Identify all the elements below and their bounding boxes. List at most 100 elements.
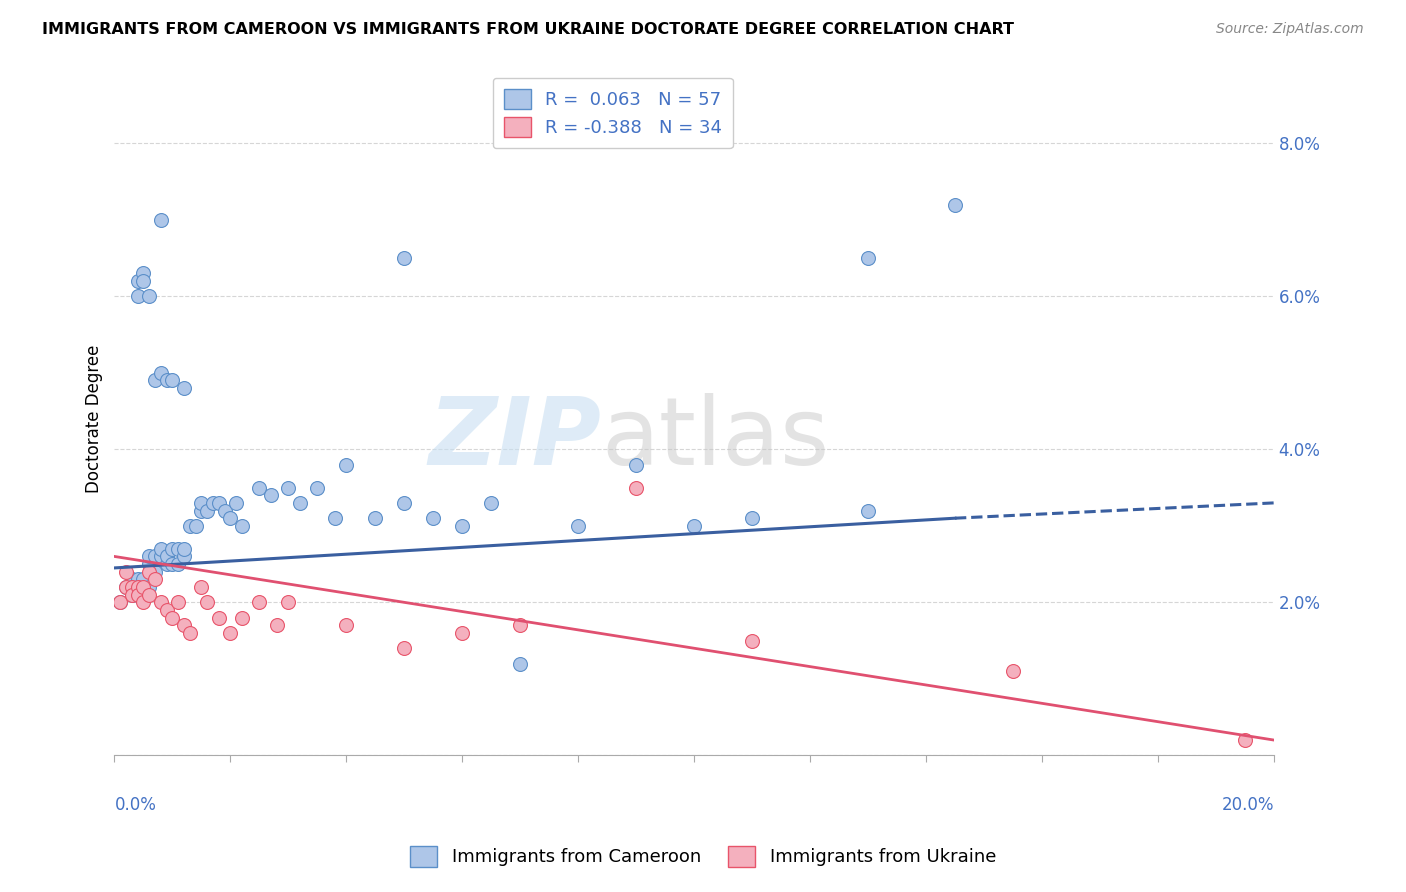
Point	[288, 496, 311, 510]
Point	[683, 519, 706, 533]
Point	[335, 618, 357, 632]
Point	[225, 496, 247, 510]
Point	[277, 595, 299, 609]
Point	[260, 488, 283, 502]
Point	[138, 557, 160, 571]
Point	[394, 641, 416, 656]
Point	[201, 496, 224, 510]
Point	[231, 610, 253, 624]
Point	[127, 588, 149, 602]
Text: ZIP: ZIP	[429, 393, 602, 485]
Point	[162, 541, 184, 556]
Point	[115, 580, 138, 594]
Point	[479, 496, 502, 510]
Point	[127, 580, 149, 594]
Point	[138, 289, 160, 303]
Point	[155, 603, 177, 617]
Point	[149, 541, 172, 556]
Point	[451, 626, 474, 640]
Point	[247, 595, 270, 609]
Point	[143, 549, 166, 564]
Point	[856, 251, 879, 265]
Point	[624, 481, 647, 495]
Point	[143, 374, 166, 388]
Point	[741, 511, 763, 525]
Point	[624, 458, 647, 472]
Legend: R =  0.063   N = 57, R = -0.388   N = 34: R = 0.063 N = 57, R = -0.388 N = 34	[494, 78, 733, 148]
Text: 20.0%: 20.0%	[1222, 796, 1274, 814]
Point	[132, 573, 155, 587]
Point	[394, 496, 416, 510]
Point	[173, 549, 195, 564]
Point	[162, 557, 184, 571]
Point	[167, 541, 190, 556]
Point	[422, 511, 444, 525]
Point	[138, 549, 160, 564]
Point	[451, 519, 474, 533]
Point	[173, 381, 195, 395]
Point	[155, 549, 177, 564]
Point	[115, 565, 138, 579]
Point	[509, 618, 531, 632]
Point	[394, 251, 416, 265]
Point	[115, 580, 138, 594]
Point	[167, 595, 190, 609]
Point	[127, 580, 149, 594]
Point	[1001, 664, 1024, 678]
Point	[127, 588, 149, 602]
Point	[132, 274, 155, 288]
Point	[741, 633, 763, 648]
Point	[132, 580, 155, 594]
Point	[195, 503, 218, 517]
Point	[219, 626, 242, 640]
Point	[179, 626, 201, 640]
Point	[155, 557, 177, 571]
Text: Source: ZipAtlas.com: Source: ZipAtlas.com	[1216, 22, 1364, 37]
Point	[219, 511, 242, 525]
Point	[132, 580, 155, 594]
Point	[138, 565, 160, 579]
Point	[143, 565, 166, 579]
Point	[149, 595, 172, 609]
Point	[509, 657, 531, 671]
Y-axis label: Doctorate Degree: Doctorate Degree	[86, 344, 103, 493]
Point	[173, 618, 195, 632]
Point	[1233, 733, 1256, 747]
Point	[943, 197, 966, 211]
Point	[149, 549, 172, 564]
Point	[121, 588, 143, 602]
Point	[567, 519, 589, 533]
Point	[323, 511, 346, 525]
Point	[121, 573, 143, 587]
Point	[167, 557, 190, 571]
Point	[138, 580, 160, 594]
Point	[127, 274, 149, 288]
Point	[179, 519, 201, 533]
Point	[173, 541, 195, 556]
Point	[149, 212, 172, 227]
Point	[132, 595, 155, 609]
Point	[231, 519, 253, 533]
Point	[127, 573, 149, 587]
Point	[138, 588, 160, 602]
Point	[856, 503, 879, 517]
Point	[162, 374, 184, 388]
Point	[132, 588, 155, 602]
Point	[190, 580, 212, 594]
Point	[127, 289, 149, 303]
Point	[335, 458, 357, 472]
Point	[121, 588, 143, 602]
Point	[214, 503, 236, 517]
Point	[155, 374, 177, 388]
Point	[132, 267, 155, 281]
Point	[277, 481, 299, 495]
Point	[121, 580, 143, 594]
Point	[266, 618, 288, 632]
Point	[184, 519, 207, 533]
Text: IMMIGRANTS FROM CAMEROON VS IMMIGRANTS FROM UKRAINE DOCTORATE DEGREE CORRELATION: IMMIGRANTS FROM CAMEROON VS IMMIGRANTS F…	[42, 22, 1014, 37]
Point	[190, 503, 212, 517]
Point	[108, 595, 131, 609]
Text: atlas: atlas	[602, 393, 830, 485]
Point	[307, 481, 329, 495]
Legend: Immigrants from Cameroon, Immigrants from Ukraine: Immigrants from Cameroon, Immigrants fro…	[404, 838, 1002, 874]
